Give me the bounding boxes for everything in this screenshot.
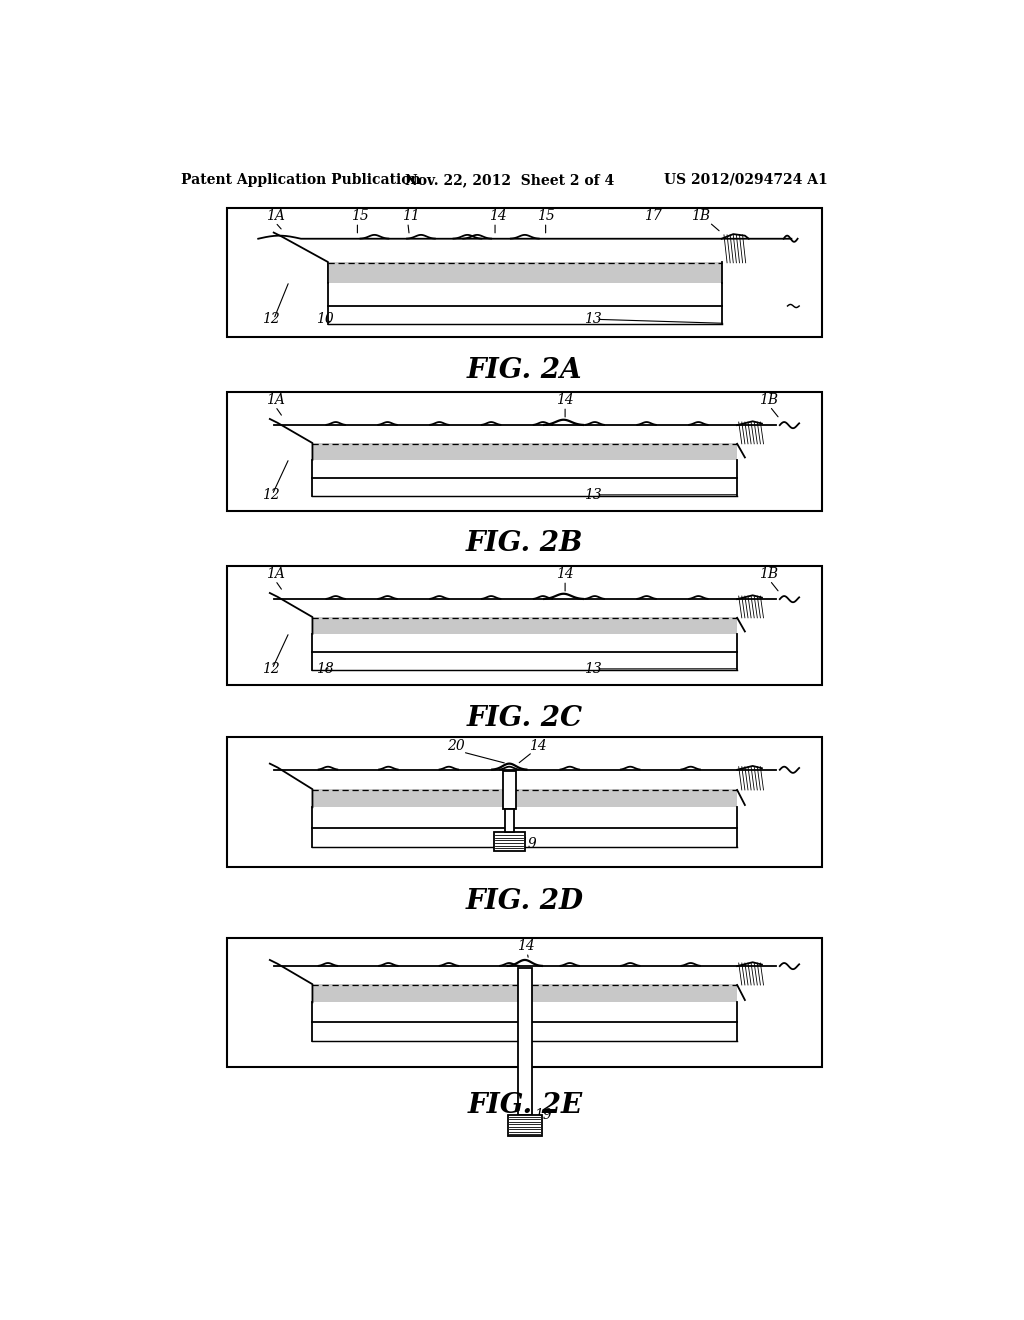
- Bar: [312, 985, 737, 1002]
- Bar: [227, 392, 822, 511]
- Text: 11: 11: [401, 209, 419, 223]
- Text: 14: 14: [517, 939, 535, 953]
- Text: FIG. 2B: FIG. 2B: [466, 529, 584, 557]
- Text: 1A: 1A: [266, 568, 285, 581]
- Bar: [518, 968, 531, 1114]
- Text: FIG. 2E: FIG. 2E: [467, 1092, 583, 1119]
- Text: 12: 12: [262, 313, 280, 326]
- Text: Patent Application Publication: Patent Application Publication: [180, 173, 420, 187]
- Text: 14: 14: [528, 739, 547, 752]
- Text: Nov. 22, 2012  Sheet 2 of 4: Nov. 22, 2012 Sheet 2 of 4: [406, 173, 614, 187]
- Text: 13: 13: [585, 488, 602, 502]
- Text: 20: 20: [447, 739, 465, 752]
- Text: 15: 15: [351, 209, 369, 223]
- Text: 1B: 1B: [759, 568, 778, 581]
- Bar: [227, 566, 822, 685]
- Bar: [312, 616, 737, 634]
- Text: 19: 19: [518, 837, 537, 851]
- Text: 10: 10: [316, 313, 334, 326]
- Bar: [505, 809, 514, 832]
- Bar: [508, 1114, 542, 1137]
- Bar: [312, 444, 737, 459]
- Text: 13: 13: [585, 313, 602, 326]
- Text: 19: 19: [535, 1109, 552, 1122]
- Text: FIG. 2A: FIG. 2A: [467, 358, 583, 384]
- Text: 12: 12: [262, 661, 280, 676]
- Text: US 2012/0294724 A1: US 2012/0294724 A1: [665, 173, 828, 187]
- Text: 18: 18: [316, 661, 334, 676]
- Text: 14: 14: [556, 393, 573, 407]
- Bar: [494, 832, 524, 851]
- Text: 1B: 1B: [759, 393, 778, 407]
- Text: 17: 17: [644, 209, 662, 223]
- Text: 12: 12: [262, 488, 280, 502]
- Text: 13: 13: [585, 661, 602, 676]
- Bar: [312, 789, 737, 808]
- Bar: [227, 738, 822, 867]
- Bar: [227, 937, 822, 1067]
- Text: 1B: 1B: [691, 209, 711, 223]
- Text: 1A: 1A: [266, 393, 285, 407]
- Bar: [503, 771, 515, 809]
- Bar: [227, 207, 822, 337]
- Text: 15: 15: [537, 209, 554, 223]
- Text: 14: 14: [489, 209, 507, 223]
- Text: FIG. 2D: FIG. 2D: [466, 888, 584, 915]
- Bar: [328, 261, 722, 282]
- Text: FIG. 2C: FIG. 2C: [467, 705, 583, 731]
- Text: 1A: 1A: [266, 209, 285, 223]
- Text: 14: 14: [556, 568, 573, 581]
